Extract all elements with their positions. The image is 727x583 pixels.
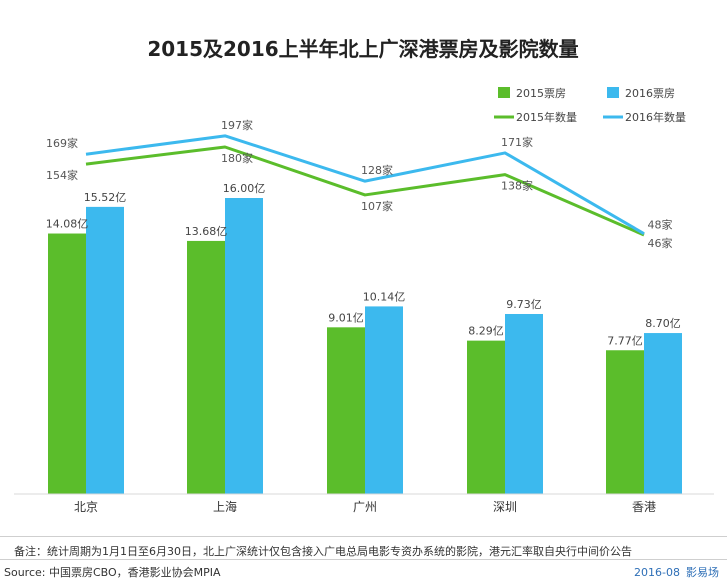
bars <box>48 198 682 494</box>
line-label-2015-3: 138家 <box>501 179 533 193</box>
line-label-2016-3: 171家 <box>501 135 533 149</box>
bar-label-2016-2: 10.14亿 <box>363 290 406 303</box>
bar-2015-0 <box>48 233 86 494</box>
x-tick-label-0: 北京 <box>74 500 98 514</box>
line-label-2015-1: 180家 <box>221 151 253 165</box>
bar-2016-1 <box>225 198 263 494</box>
footer-divider-top <box>0 536 727 537</box>
footer-note: 备注：统计周期为1月1日至6月30日，北上广深统计仅包含接入广电总局电影专资办系… <box>14 545 632 558</box>
line-label-2015-4: 46家 <box>648 236 673 250</box>
legend-label-2: 2015年数量 <box>516 110 577 124</box>
x-tick-labels: 北京 上海 广州 深圳 香港 <box>74 499 656 514</box>
bar-label-2015-4: 7.77亿 <box>607 334 643 347</box>
bar-label-2016-4: 8.70亿 <box>645 317 681 330</box>
line-label-2016-4: 48家 <box>648 218 673 232</box>
chart-title: 2015及2016上半年北上广深港票房及影院数量 <box>147 37 578 61</box>
bar-2015-1 <box>187 240 225 494</box>
x-tick-label-1: 上海 <box>213 499 237 514</box>
bar-2015-3 <box>467 340 505 494</box>
bar-2016-4 <box>644 333 682 494</box>
footer-date: 2016-08 <box>634 566 680 579</box>
line-label-2016-2: 128家 <box>361 163 393 177</box>
bar-label-2016-3: 9.73亿 <box>506 298 542 311</box>
bar-2016-0 <box>86 206 124 494</box>
line-label-2016-1: 197家 <box>221 118 253 132</box>
line-label-2015-2: 107家 <box>361 199 393 213</box>
legend-label-3: 2016年数量 <box>625 110 686 124</box>
legend-swatch-0 <box>498 87 510 98</box>
line-label-2015-0: 154家 <box>46 168 78 182</box>
bar-label-2016-0: 15.52亿 <box>84 191 127 204</box>
bar-2016-2 <box>365 306 403 494</box>
line-2016 <box>85 134 645 235</box>
footer-source: Source: 中国票房CBO，香港影业协会MPIA <box>4 566 221 579</box>
chart: 2015及2016上半年北上广深港票房及影院数量 2015票房 2016票房201… <box>14 37 714 514</box>
legend-label-1: 2016票房 <box>625 87 675 100</box>
lines <box>85 134 645 237</box>
bar-2015-4 <box>606 350 644 494</box>
x-tick-label-2: 广州 <box>353 500 377 514</box>
line-2015 <box>85 145 645 237</box>
bar-2015-2 <box>327 327 365 494</box>
footer-brand: 影易场 <box>686 566 719 579</box>
line-label-2016-0: 169家 <box>46 136 78 150</box>
legend-label-0: 2015票房 <box>516 87 566 100</box>
bar-label-2016-1: 16.00亿 <box>223 182 266 195</box>
data-labels: 14.08亿 15.52亿 13.68亿 16.00亿 9.01亿 10.14亿 8.29亿… <box>46 118 681 347</box>
bar-label-2015-0: 14.08亿 <box>46 218 89 231</box>
x-tick-label-4: 香港 <box>632 500 656 514</box>
legend-swatch-1 <box>607 87 619 98</box>
bar-2016-3 <box>505 313 543 494</box>
x-tick-label-3: 深圳 <box>493 500 517 514</box>
footer-stamp: 2016-08 影易场 <box>634 564 719 580</box>
bar-label-2015-2: 9.01亿 <box>328 311 364 324</box>
bar-label-2015-3: 8.29亿 <box>468 325 504 338</box>
legend: 2015票房 2016票房 2015年数量 2016年数量 <box>494 87 686 124</box>
footer-divider-bottom <box>0 559 727 560</box>
bar-label-2015-1: 13.68亿 <box>185 225 228 238</box>
